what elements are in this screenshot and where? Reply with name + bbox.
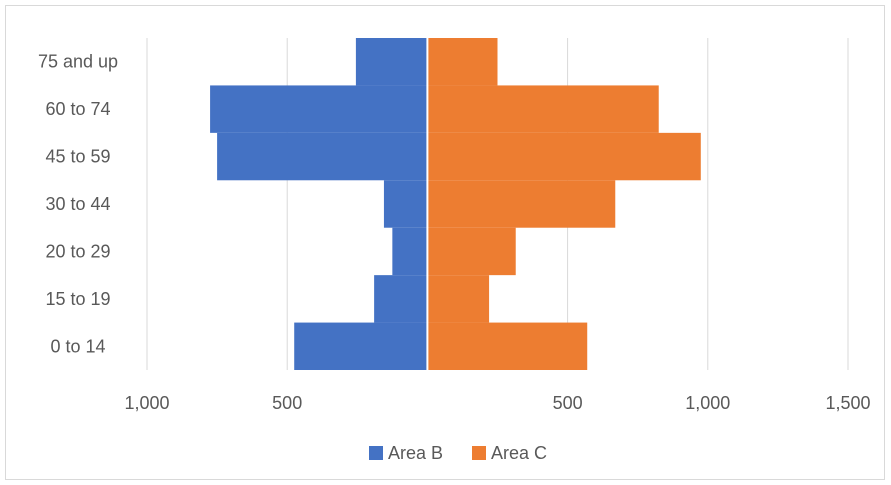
- bar-area-b-1: [210, 85, 428, 133]
- x-tick-label: 500: [553, 393, 583, 413]
- legend: Area B Area C: [369, 443, 547, 463]
- x-tick-label: 1,000: [124, 393, 169, 413]
- legend-swatch-area-b: [369, 446, 383, 460]
- bar-area-b-2: [217, 132, 428, 181]
- bar-area-c-1: [427, 85, 659, 133]
- bar-area-b-3: [383, 180, 428, 228]
- bar-area-c-3: [427, 180, 616, 228]
- y-tick-label: 20 to 29: [45, 241, 110, 261]
- bar-area-c-6: [427, 322, 588, 370]
- bar-area-b-0: [355, 38, 428, 86]
- y-tick-label: 45 to 59: [45, 147, 110, 167]
- x-tick-label: 500: [272, 393, 302, 413]
- bar-area-b-4: [392, 227, 428, 276]
- axis-layer: 75 and up 60 to 74 45 to 59 30 to 44 20 to 2…: [38, 38, 871, 413]
- bars: [210, 38, 701, 370]
- y-tick-label: 15 to 19: [45, 289, 110, 309]
- y-tick-label: 60 to 74: [45, 99, 110, 119]
- bar-area-c-5: [427, 275, 490, 323]
- legend-label-area-b: Area B: [388, 443, 443, 463]
- bar-area-c-2: [427, 132, 701, 181]
- x-tick-label: 1,000: [685, 393, 730, 413]
- bar-area-c-4: [427, 227, 516, 276]
- legend-swatch-area-c: [472, 446, 486, 460]
- y-tick-label: 0 to 14: [50, 336, 105, 356]
- x-tick-label: 1,500: [825, 393, 870, 413]
- bar-area-b-5: [374, 275, 428, 323]
- legend-label-area-c: Area C: [491, 443, 547, 463]
- y-tick-label: 30 to 44: [45, 194, 110, 214]
- bar-area-c-0: [427, 38, 498, 86]
- y-tick-label: 75 and up: [38, 52, 118, 72]
- bar-area-b-6: [294, 322, 428, 370]
